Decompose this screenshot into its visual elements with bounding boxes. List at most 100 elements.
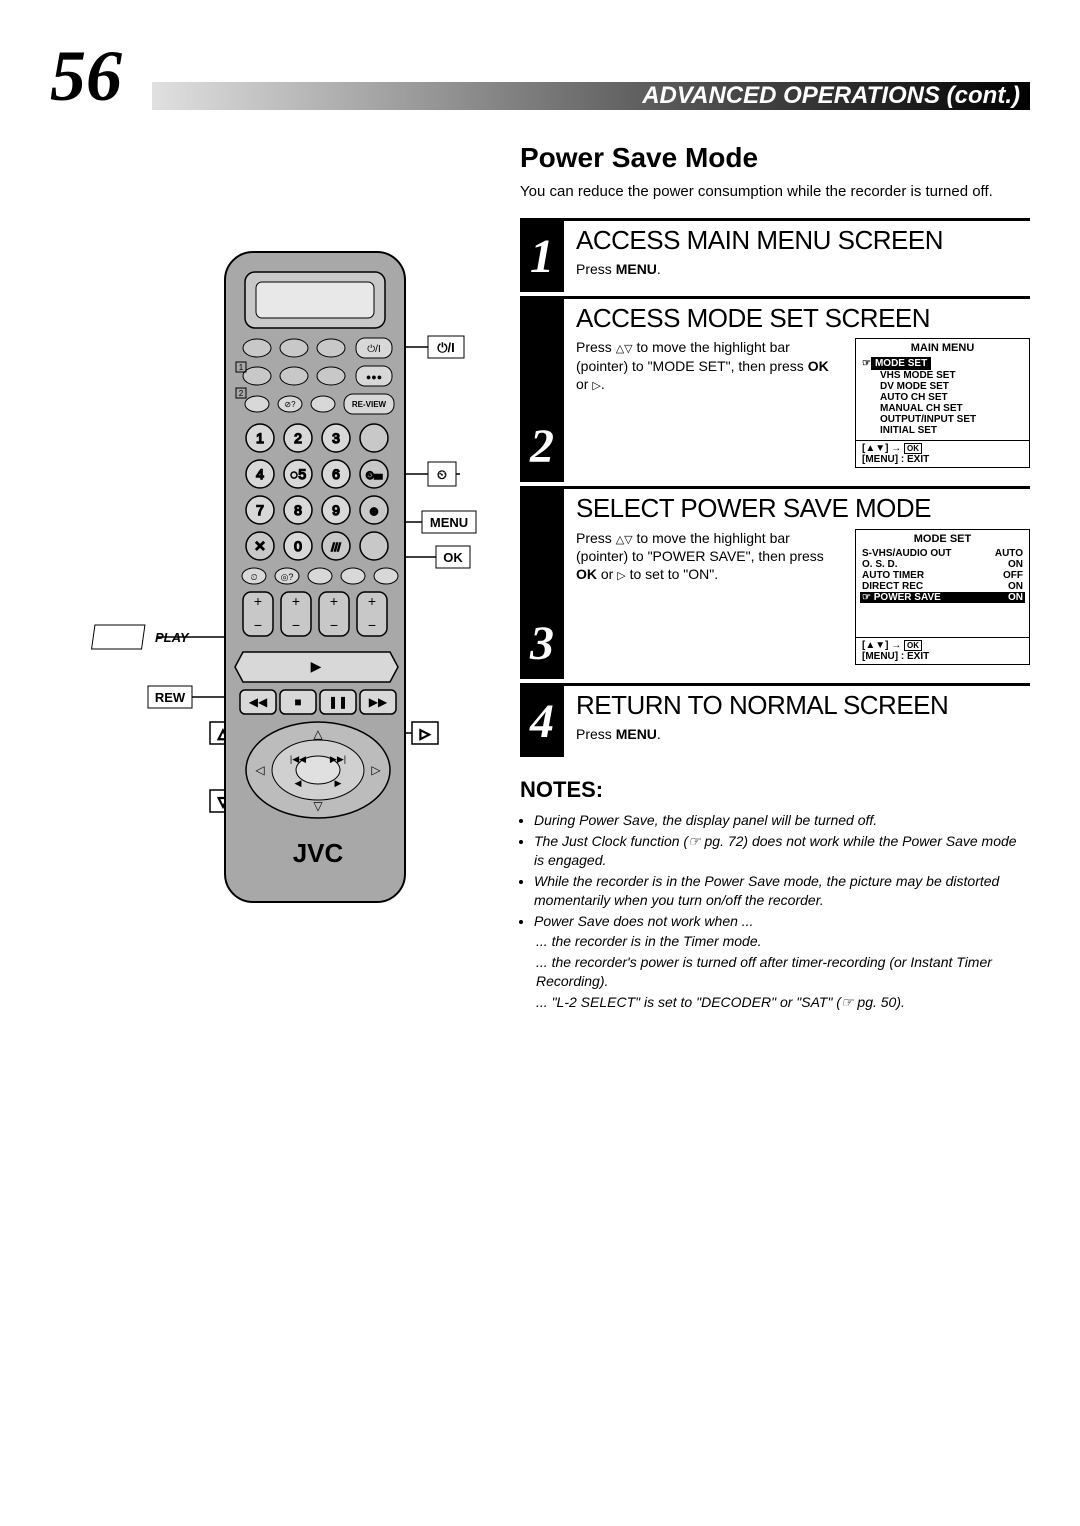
callout-timer-icon: ⏲ [437,467,447,482]
note-item: During Power Save, the display panel wil… [534,811,1030,830]
step-number: 1 [530,229,554,284]
step-text: Press MENU. [576,725,1030,743]
callout-play: PLAY [155,630,190,645]
svg-text:///: /// [331,542,341,554]
menu-label: S-VHS/AUDIO OUT [862,548,951,559]
menu-value: ON [1008,592,1023,603]
step-title: SELECT POWER SAVE MODE [576,495,1030,522]
notes-sublist: the recorder is in the Timer mode. the r… [520,932,1030,1012]
step-title: ACCESS MAIN MENU SCREEN [576,227,1030,254]
svg-text:◀: ◀ [295,778,302,788]
svg-text:▶▶: ▶▶ [369,695,388,709]
svg-text:▶▶|: ▶▶| [330,754,346,764]
svg-text:1: 1 [239,363,244,372]
step-text: Press △▽ to move the highlight bar (poin… [576,338,843,468]
brand-logo: JVC [293,838,344,868]
callout-menu: MENU [430,515,468,530]
intro-text: You can reduce the power consumption whi… [520,182,1030,202]
menu-label: O. S. D. [862,559,898,570]
svg-text:▷: ▷ [420,726,430,741]
mode-set-screen: MODE SET S-VHS/AUDIO OUTAUTO O. S. D.ON … [855,529,1030,665]
step-3: 3 SELECT POWER SAVE MODE Press △▽ to mov… [520,486,1030,678]
svg-text:3: 3 [332,430,340,446]
remote-illustration: ⏻/I ⏲ MENU OK PLAY REW △ [50,142,490,1014]
svg-text:◁: ◁ [255,763,265,777]
notes-heading: NOTES: [520,777,1030,803]
menu-label: DIRECT REC [862,581,923,592]
svg-text:◀◀: ◀◀ [249,695,268,709]
menu-footer: [▲▼] → OK[MENU] : EXIT [856,440,1029,467]
step-text: Press MENU. [576,260,1030,278]
svg-text:8: 8 [294,502,302,518]
menu-item: MODE SET [871,357,931,370]
svg-text:⊕: ⊕ [369,506,378,518]
menu-value: ON [1008,559,1023,570]
svg-text:+: + [254,593,262,609]
menu-item: MANUAL CH SET [862,403,1023,414]
svg-text:▶: ▶ [311,658,322,674]
menu-value: OFF [1003,570,1023,581]
menu-item: DV MODE SET [862,381,1023,392]
svg-text:▶: ▶ [335,778,342,788]
svg-text:−: − [330,617,338,633]
svg-text:❚❚: ❚❚ [328,695,348,709]
svg-text:9: 9 [332,502,340,518]
svg-text:2: 2 [239,389,244,398]
callout-rew: REW [155,690,186,705]
header-banner: ADVANCED OPERATIONS (cont.) [152,82,1030,110]
svg-text:●●●: ●●● [366,372,382,382]
note-subitem: "L-2 SELECT" is set to "DECODER" or "SAT… [536,993,1030,1012]
menu-label: ☞ POWER SAVE [862,592,941,603]
note-item: The Just Clock function (☞ pg. 72) does … [534,832,1030,870]
step-number: 2 [530,419,554,474]
menu-item: AUTO CH SET [862,392,1023,403]
step-1: 1 ACCESS MAIN MENU SCREEN Press MENU. [520,218,1030,292]
svg-text:⏻/I: ⏻/I [367,344,380,355]
svg-text:▷: ▷ [371,763,381,777]
svg-text:4: 4 [256,466,264,482]
svg-text:◎?: ◎? [281,572,294,582]
note-item: Power Save does not work when ... [534,912,1030,931]
page-number: 56 [50,40,122,112]
svg-text:0: 0 [294,538,302,554]
svg-text:■: ■ [294,695,301,709]
step-4: 4 RETURN TO NORMAL SCREEN Press MENU. [520,683,1030,757]
svg-text:△: △ [313,727,323,741]
step-title: ACCESS MODE SET SCREEN [576,305,1030,332]
svg-text:RE-VIEW: RE-VIEW [352,400,387,409]
menu-value: ON [1008,581,1023,592]
svg-text:▽: ▽ [313,799,323,813]
svg-text:⊘?: ⊘? [284,400,296,409]
callout-ok: OK [443,550,463,565]
menu-item: OUTPUT/INPUT SET [862,414,1023,425]
note-subitem: the recorder is in the Timer mode. [536,932,1030,951]
main-menu-screen: MAIN MENU ☞MODE SET VHS MODE SET DV MODE… [855,338,1030,468]
svg-text:+: + [368,593,376,609]
svg-text:⏲☰: ⏲☰ [366,470,383,482]
svg-text:⏲: ⏲ [250,572,257,582]
svg-text:−: − [254,617,262,633]
svg-text:+: + [292,593,300,609]
step-title: RETURN TO NORMAL SCREEN [576,692,1030,719]
menu-title: MODE SET [856,530,1029,548]
menu-title: MAIN MENU [856,339,1029,357]
menu-value: AUTO [995,548,1023,559]
svg-text:−: − [292,617,300,633]
svg-text:1: 1 [256,430,264,446]
menu-item: VHS MODE SET [862,370,1023,381]
step-number: 3 [530,616,554,671]
menu-label: AUTO TIMER [862,570,924,581]
step-text: Press △▽ to move the highlight bar (poin… [576,529,843,665]
svg-text:●5: ●5 [290,466,306,482]
note-subitem: the recorder's power is turned off after… [536,953,1030,991]
svg-text:7: 7 [256,502,264,518]
svg-text:6: 6 [332,466,340,482]
callout-power-icon: ⏻/I [437,340,455,355]
header-title: ADVANCED OPERATIONS (cont.) [642,82,1020,110]
svg-text:2: 2 [294,430,302,446]
step-number: 4 [530,694,554,749]
svg-text:|◀◀: |◀◀ [290,754,306,764]
svg-text:✕: ✕ [254,538,266,554]
menu-item: INITIAL SET [862,425,1023,436]
svg-text:−: − [368,617,376,633]
